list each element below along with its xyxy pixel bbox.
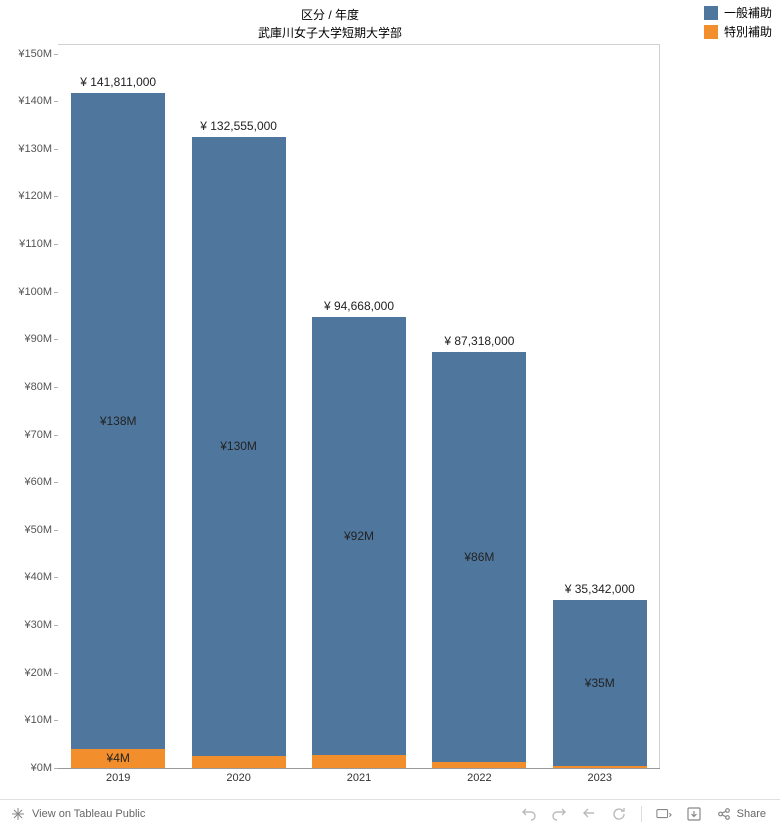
- chart-title-line1: 区分 / 年度: [0, 6, 660, 23]
- bar-segment-tokubetsu[interactable]: [312, 755, 406, 768]
- y-tick-mark: [54, 577, 58, 578]
- y-tick-mark: [54, 387, 58, 388]
- share-button[interactable]: Share: [716, 806, 766, 822]
- undo-icon[interactable]: [521, 806, 537, 822]
- share-label: Share: [737, 808, 766, 820]
- y-tick-label: ¥60M: [24, 476, 58, 488]
- redo-icon[interactable]: [551, 806, 567, 822]
- y-tick-label: ¥110M: [19, 238, 58, 250]
- y-tick-mark: [54, 244, 58, 245]
- y-tick-mark: [54, 149, 58, 150]
- bar-segment-tokubetsu[interactable]: [192, 756, 286, 768]
- toolbar-divider: [641, 806, 642, 822]
- y-tick-label: ¥130M: [18, 143, 58, 155]
- y-tick-label: ¥120M: [18, 190, 58, 202]
- plot-area: ¥0M¥10M¥20M¥30M¥40M¥50M¥60M¥70M¥80M¥90M¥…: [58, 44, 660, 768]
- bar-segment-tokubetsu[interactable]: [432, 762, 526, 768]
- share-icon: [716, 806, 732, 822]
- legend-swatch: [704, 6, 718, 20]
- legend-item[interactable]: 特別補助: [704, 23, 772, 40]
- bar-total-label: ¥ 87,318,000: [404, 334, 554, 348]
- bar-segment-label: ¥92M: [312, 529, 406, 543]
- y-tick-mark: [54, 339, 58, 340]
- revert-icon[interactable]: [581, 806, 597, 822]
- y-tick-label: ¥150M: [18, 48, 58, 60]
- chart-title-line2: 武庫川女子大学短期大学部: [0, 24, 660, 41]
- bar-segment-label: ¥4M: [71, 751, 165, 765]
- tableau-logo-icon: [10, 806, 26, 822]
- legend-label: 一般補助: [724, 4, 772, 21]
- bar-group[interactable]: ¥35M¥ 35,342,000: [553, 44, 647, 768]
- chart-container: 区分 / 年度 武庫川女子大学短期大学部 一般補助特別補助 ¥0M¥10M¥20…: [0, 0, 780, 827]
- y-tick-label: ¥140M: [18, 95, 58, 107]
- y-tick-mark: [54, 435, 58, 436]
- bar-segment-label: ¥86M: [432, 550, 526, 564]
- bar-group[interactable]: ¥92M¥ 94,668,000: [312, 44, 406, 768]
- y-tick-label: ¥70M: [24, 429, 58, 441]
- bar-total-label: ¥ 94,668,000: [284, 299, 434, 313]
- y-tick-label: ¥90M: [24, 333, 58, 345]
- y-tick-mark: [54, 530, 58, 531]
- x-tick-label: 2019: [106, 772, 130, 784]
- bar-total-label: ¥ 141,811,000: [43, 75, 193, 89]
- download-icon[interactable]: [686, 806, 702, 822]
- bar-group[interactable]: ¥4M¥138M¥ 141,811,000: [71, 44, 165, 768]
- y-tick-label: ¥10M: [24, 714, 58, 726]
- y-tick-label: ¥80M: [24, 381, 58, 393]
- bar-total-label: ¥ 132,555,000: [163, 119, 313, 133]
- view-on-public-link[interactable]: View on Tableau Public: [0, 806, 145, 822]
- y-tick-mark: [54, 720, 58, 721]
- bar-segment-label: ¥138M: [71, 414, 165, 428]
- y-tick-mark: [54, 673, 58, 674]
- refresh-icon[interactable]: [611, 806, 627, 822]
- y-tick-mark: [54, 54, 58, 55]
- bar-segment-label: ¥130M: [192, 439, 286, 453]
- legend-item[interactable]: 一般補助: [704, 4, 772, 21]
- bar-group[interactable]: ¥130M¥ 132,555,000: [192, 44, 286, 768]
- bar-group[interactable]: ¥86M¥ 87,318,000: [432, 44, 526, 768]
- x-tick-label: 2023: [588, 772, 612, 784]
- x-tick-label: 2020: [226, 772, 250, 784]
- y-tick-label: ¥40M: [24, 571, 58, 583]
- legend: 一般補助特別補助: [704, 4, 772, 42]
- y-tick-label: ¥30M: [24, 619, 58, 631]
- x-tick-label: 2022: [467, 772, 491, 784]
- x-tick-label: 2021: [347, 772, 371, 784]
- bar-total-label: ¥ 35,342,000: [525, 582, 675, 596]
- y-tick-mark: [54, 101, 58, 102]
- y-tick-label: ¥100M: [18, 286, 58, 298]
- view-on-public-label: View on Tableau Public: [32, 808, 145, 820]
- legend-label: 特別補助: [724, 23, 772, 40]
- y-tick-mark: [54, 292, 58, 293]
- y-tick-mark: [54, 196, 58, 197]
- y-tick-label: ¥20M: [24, 667, 58, 679]
- device-layout-icon[interactable]: [656, 806, 672, 822]
- bar-segment-label: ¥35M: [553, 676, 647, 690]
- y-tick-mark: [54, 625, 58, 626]
- y-tick-mark: [54, 482, 58, 483]
- legend-swatch: [704, 25, 718, 39]
- bar-segment-tokubetsu[interactable]: [553, 766, 647, 768]
- tableau-toolbar: View on Tableau Public: [0, 799, 780, 827]
- y-tick-label: ¥50M: [24, 524, 58, 536]
